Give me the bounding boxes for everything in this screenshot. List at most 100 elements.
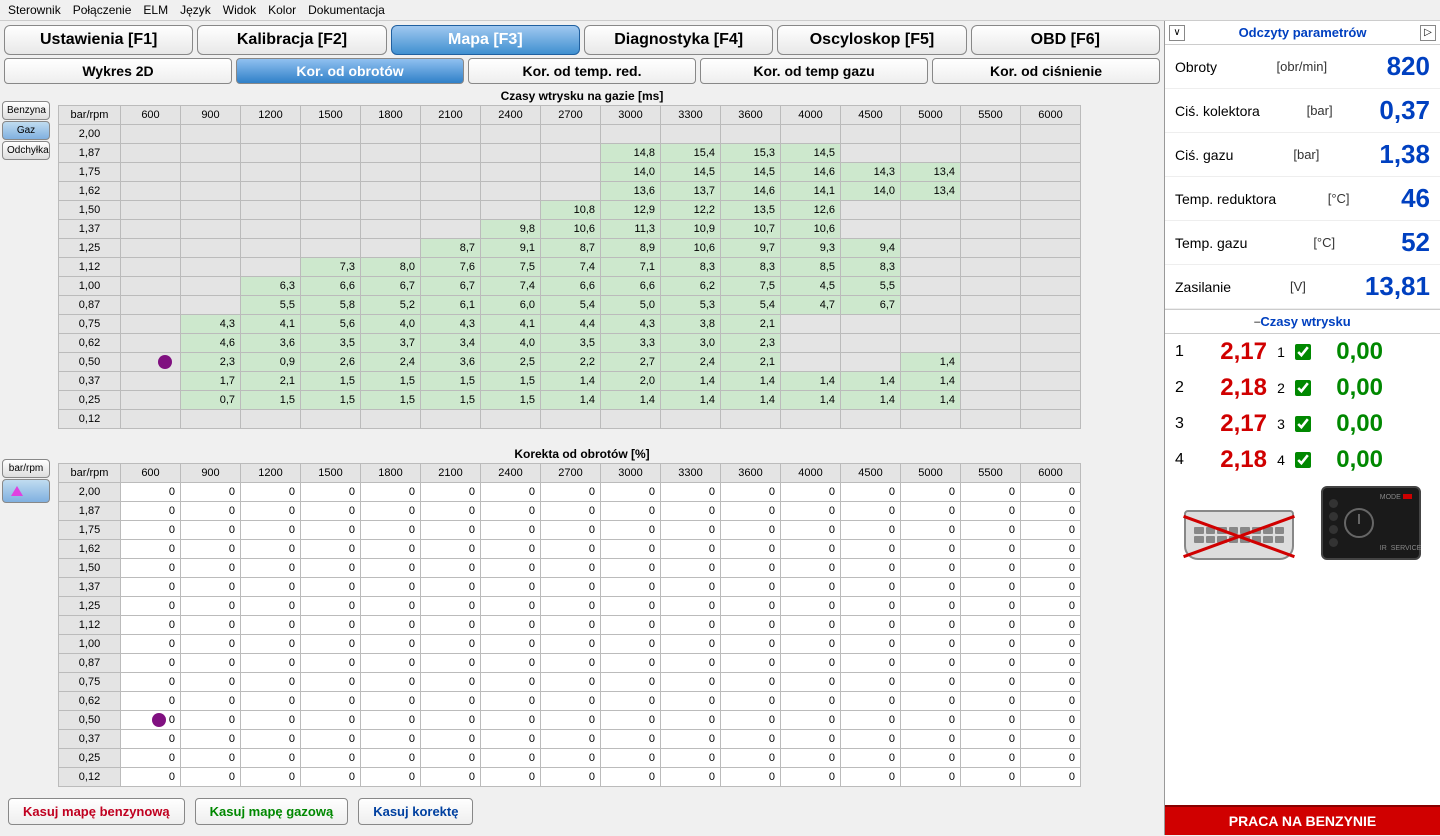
table-cell[interactable]: 0	[781, 730, 841, 749]
table-cell[interactable]: 0	[121, 635, 181, 654]
table-cell[interactable]: 6,7	[841, 296, 901, 315]
correction-table[interactable]: bar/rpm600900120015001800210024002700300…	[58, 463, 1081, 787]
table-cell[interactable]: 0	[361, 540, 421, 559]
menu-elm[interactable]: ELM	[143, 3, 168, 17]
table-cell[interactable]: 5,4	[541, 296, 601, 315]
table-cell[interactable]: 0	[841, 730, 901, 749]
table-cell[interactable]: 14,5	[661, 163, 721, 182]
table-cell[interactable]: 0	[121, 559, 181, 578]
table-cell[interactable]: 0	[961, 597, 1021, 616]
table-cell[interactable]: 0	[481, 597, 541, 616]
table-cell[interactable]	[1021, 201, 1081, 220]
table-cell[interactable]: 0	[421, 578, 481, 597]
table-cell[interactable]: 0	[241, 692, 301, 711]
table-cell[interactable]	[361, 163, 421, 182]
table-cell[interactable]: 0	[961, 521, 1021, 540]
table-cell[interactable]: 0	[661, 692, 721, 711]
table-cell[interactable]: 0	[481, 616, 541, 635]
table-cell[interactable]: 8,3	[841, 258, 901, 277]
table-cell[interactable]: 1,4	[721, 391, 781, 410]
table-cell[interactable]: 14,6	[721, 182, 781, 201]
table-cell[interactable]: 2,3	[181, 353, 241, 372]
table-cell[interactable]	[901, 334, 961, 353]
table-cell[interactable]: 0	[781, 521, 841, 540]
table-cell[interactable]: 0	[421, 483, 481, 502]
table-cell[interactable]: 0	[421, 654, 481, 673]
table-cell[interactable]: 0	[361, 578, 421, 597]
table-cell[interactable]: 0	[961, 559, 1021, 578]
table-cell[interactable]	[841, 220, 901, 239]
table-cell[interactable]: 7,6	[421, 258, 481, 277]
table-cell[interactable]: 10,6	[541, 220, 601, 239]
table-cell[interactable]	[421, 201, 481, 220]
table-cell[interactable]: 0	[361, 692, 421, 711]
table-cell[interactable]: 3,8	[661, 315, 721, 334]
table-cell[interactable]: 0	[721, 768, 781, 787]
injector-checkbox[interactable]	[1295, 452, 1311, 468]
ecu-panel-icon[interactable]: MODE IRSERVICE	[1321, 486, 1421, 560]
table-cell[interactable]: 1,4	[781, 372, 841, 391]
table-cell[interactable]	[1021, 125, 1081, 144]
table-cell[interactable]: 0	[421, 635, 481, 654]
table-cell[interactable]: 0	[241, 559, 301, 578]
table-cell[interactable]: 7,3	[301, 258, 361, 277]
table-cell[interactable]: 1,4	[901, 391, 961, 410]
table-cell[interactable]: 0	[481, 711, 541, 730]
table-cell[interactable]: 10,7	[721, 220, 781, 239]
sub-tab[interactable]: Kor. od obrotów	[236, 58, 464, 84]
table-cell[interactable]	[601, 125, 661, 144]
table-cell[interactable]	[901, 277, 961, 296]
table-cell[interactable]: 0	[661, 654, 721, 673]
table-cell[interactable]	[1021, 391, 1081, 410]
table-cell[interactable]: 0	[121, 673, 181, 692]
table-cell[interactable]: 0	[181, 749, 241, 768]
table-cell[interactable]: 2,1	[721, 353, 781, 372]
expand-right-icon[interactable]: ▷	[1420, 25, 1436, 41]
table-cell[interactable]	[1021, 410, 1081, 429]
table-cell[interactable]: 3,4	[421, 334, 481, 353]
table-cell[interactable]: 1,4	[901, 372, 961, 391]
table-cell[interactable]	[661, 125, 721, 144]
table-cell[interactable]: 0	[901, 635, 961, 654]
table-cell[interactable]	[361, 182, 421, 201]
table-cell[interactable]	[841, 410, 901, 429]
table-cell[interactable]	[121, 372, 181, 391]
table-cell[interactable]: 0	[421, 692, 481, 711]
table-cell[interactable]	[901, 315, 961, 334]
table-cell[interactable]: 0	[781, 711, 841, 730]
table-cell[interactable]: 0	[721, 692, 781, 711]
table-cell[interactable]: 0	[181, 616, 241, 635]
table-cell[interactable]	[961, 220, 1021, 239]
table-cell[interactable]: 0	[961, 502, 1021, 521]
table-cell[interactable]: 5,4	[721, 296, 781, 315]
table-cell[interactable]: 0	[661, 502, 721, 521]
table-cell[interactable]: 0	[481, 559, 541, 578]
table-cell[interactable]: 0	[361, 768, 421, 787]
table-cell[interactable]	[961, 315, 1021, 334]
table-cell[interactable]: 0	[721, 559, 781, 578]
table-cell[interactable]: 0	[661, 559, 721, 578]
table-cell[interactable]: 2,1	[241, 372, 301, 391]
table-cell[interactable]: 4,6	[181, 334, 241, 353]
table-cell[interactable]: 0	[901, 692, 961, 711]
table-cell[interactable]: 0	[301, 692, 361, 711]
table-cell[interactable]: 0	[661, 635, 721, 654]
table-cell[interactable]	[181, 201, 241, 220]
table-cell[interactable]: 0	[781, 559, 841, 578]
table-cell[interactable]: 0	[541, 483, 601, 502]
table-cell[interactable]: 0	[841, 654, 901, 673]
table-cell[interactable]: 3,5	[301, 334, 361, 353]
table-cell[interactable]: 0	[601, 483, 661, 502]
table-cell[interactable]	[961, 277, 1021, 296]
table-cell[interactable]: 0	[841, 711, 901, 730]
table-cell[interactable]: 0	[481, 521, 541, 540]
table-cell[interactable]: 0	[721, 616, 781, 635]
table-cell[interactable]: 0	[1021, 635, 1081, 654]
table-cell[interactable]: 0	[481, 502, 541, 521]
table-cell[interactable]: 8,3	[721, 258, 781, 277]
table-cell[interactable]	[541, 125, 601, 144]
table-cell[interactable]: 0	[841, 673, 901, 692]
table-cell[interactable]: 0	[601, 578, 661, 597]
table-cell[interactable]: 5,6	[301, 315, 361, 334]
table-cell[interactable]: 0	[421, 521, 481, 540]
